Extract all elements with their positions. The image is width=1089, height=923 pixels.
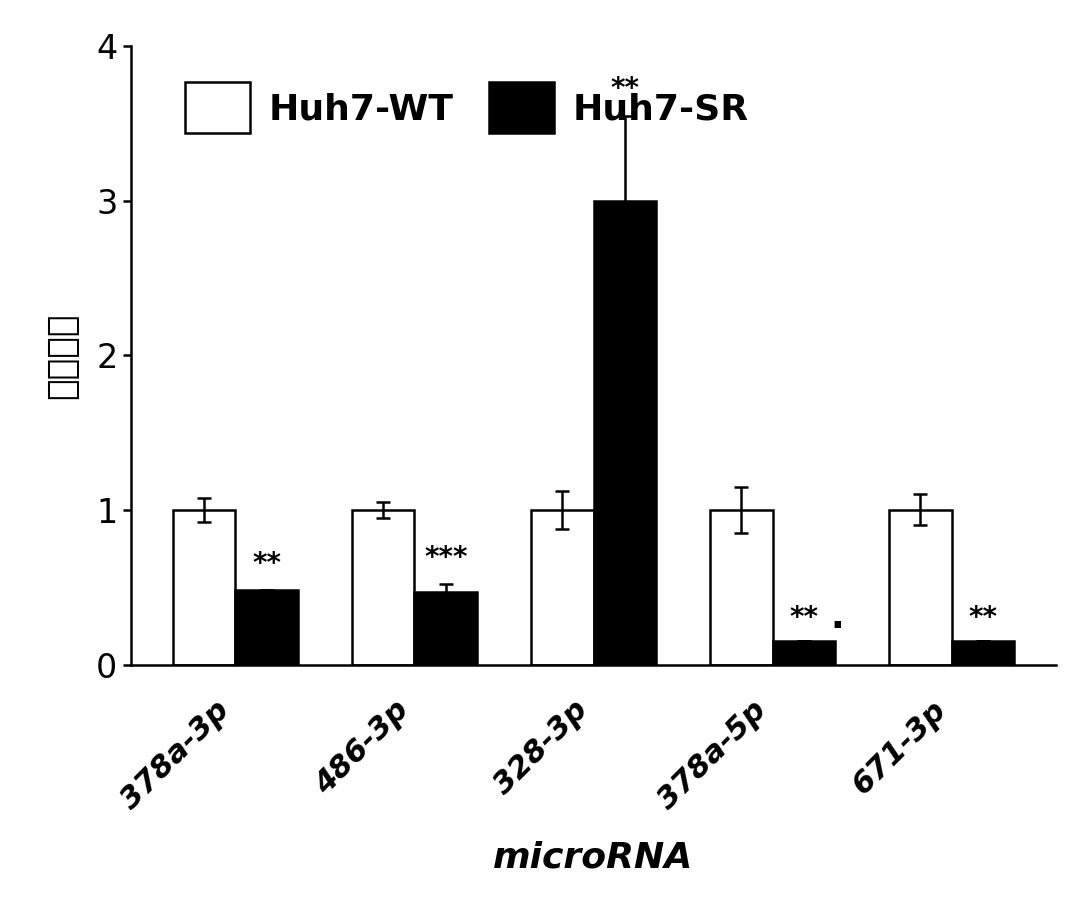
Bar — [173, 509, 235, 665]
Text: 378a-3p: 378a-3p — [115, 696, 235, 815]
Text: **: ** — [253, 550, 281, 578]
Text: **: ** — [968, 604, 998, 632]
Text: **: ** — [610, 76, 639, 103]
Bar — [415, 592, 477, 665]
Bar — [772, 641, 835, 665]
Y-axis label: 表达水平: 表达水平 — [46, 312, 79, 399]
Legend: Huh7-WT, Huh7-SR: Huh7-WT, Huh7-SR — [168, 65, 767, 151]
Bar — [889, 509, 952, 665]
Bar — [530, 509, 594, 665]
Text: ***: *** — [424, 544, 467, 572]
Text: **: ** — [790, 604, 818, 632]
X-axis label: microRNA: microRNA — [493, 841, 694, 875]
Bar — [594, 201, 657, 665]
Text: 671-3p: 671-3p — [846, 696, 952, 800]
Bar — [235, 591, 298, 665]
Text: .: . — [831, 601, 844, 635]
Text: 328-3p: 328-3p — [489, 696, 594, 800]
Bar — [952, 641, 1014, 665]
Bar — [352, 509, 415, 665]
Text: 378a-5p: 378a-5p — [653, 696, 772, 815]
Bar — [710, 509, 772, 665]
Text: 486-3p: 486-3p — [309, 696, 415, 800]
